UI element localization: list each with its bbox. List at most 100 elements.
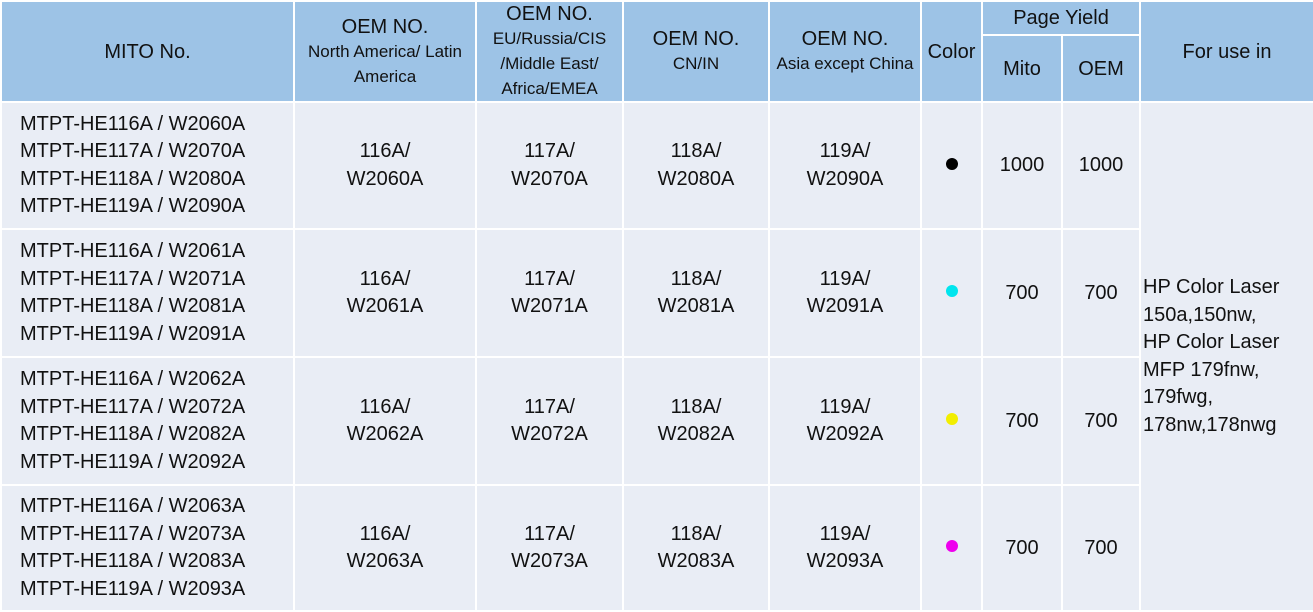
- header-oem-north-america: OEM NO. North America/ Latin America: [293, 0, 477, 103]
- mito-number: MTPT-HE118A / W2080A: [20, 167, 246, 190]
- color-dot-icon: [945, 157, 958, 170]
- oem-code: W2082A: [657, 423, 735, 445]
- header-oem-cn-in: OEM NO. CN/IN: [622, 0, 770, 103]
- color-cell: [920, 228, 983, 358]
- color-dot-icon: [945, 413, 958, 425]
- mito-number: MTPT-HE116A / W2061A: [20, 240, 246, 262]
- mito-number: MTPT-HE116A / W2063A: [20, 495, 246, 517]
- oem-code: W2063A: [346, 550, 424, 572]
- oem-code: 116A/: [359, 140, 411, 162]
- mito-number: MTPT-HE119A / W2092A: [20, 450, 246, 473]
- yield-oem-cell: 1000: [1060, 101, 1142, 230]
- header-yield-oem: OEM: [1060, 34, 1142, 103]
- header-page-yield: Page Yield: [980, 0, 1142, 36]
- mito-number-cell: MTPT-HE116A / W2062A MTPT-HE117A / W2072…: [0, 356, 295, 486]
- oem-na-cell: 116A/ W2062A: [293, 356, 477, 486]
- oem-code: 117A/: [524, 267, 575, 290]
- oem-cn-cell: 118A/ W2082A: [622, 356, 770, 486]
- table-row: MTPT-HE116A / W2061A MTPT-HE117A / W2071…: [0, 228, 1313, 358]
- oem-asia-cell: 119A/ W2092A: [768, 356, 922, 486]
- mito-number: MTPT-HE118A / W2081A: [20, 295, 246, 317]
- header-oem-asia: OEM NO. Asia except China: [768, 0, 922, 103]
- oem-code: 118A/: [670, 522, 722, 545]
- oem-code: W2073A: [511, 550, 588, 572]
- oem-code: W2083A: [657, 550, 735, 572]
- for-use-line: 178nw,178nwg: [1143, 413, 1277, 436]
- oem-code: 117A/: [524, 522, 575, 545]
- header-oem-title: OEM NO.: [652, 28, 740, 50]
- mito-number-cell: MTPT-HE116A / W2063A MTPT-HE117A / W2073…: [0, 484, 295, 612]
- mito-number: MTPT-HE118A / W2082A: [20, 423, 246, 445]
- header-oem-title: OEM NO.: [801, 28, 889, 50]
- mito-number: MTPT-HE117A / W2071A: [20, 267, 246, 290]
- color-dot-icon: [945, 540, 958, 552]
- oem-eu-cell: 117A/ W2071A: [475, 228, 624, 358]
- for-use-line: HP Color Laser: [1143, 276, 1280, 298]
- oem-asia-cell: 119A/ W2090A: [768, 101, 922, 230]
- mito-number: MTPT-HE119A / W2091A: [20, 322, 246, 345]
- oem-code: W2072A: [511, 423, 588, 445]
- header-yield-mito: Mito: [981, 34, 1063, 103]
- header-oem-region: North America/ Latin America: [307, 41, 462, 86]
- yield-oem-cell: 700: [1060, 228, 1142, 358]
- oem-asia-cell: 119A/ W2091A: [768, 228, 922, 358]
- for-use-line: HP Color Laser: [1143, 331, 1280, 353]
- for-use-line: MFP 179fnw,: [1143, 358, 1260, 381]
- color-cell: [920, 356, 983, 486]
- mito-number-cell: MTPT-HE116A / W2061A MTPT-HE117A / W2071…: [0, 228, 295, 358]
- header-oem-region: CN/IN: [672, 54, 720, 73]
- oem-code: 119A/: [819, 267, 871, 290]
- oem-code: 119A/: [819, 140, 871, 162]
- header-oem-region: Asia except China: [776, 54, 914, 73]
- oem-eu-cell: 117A/ W2073A: [475, 484, 624, 612]
- yield-mito-cell: 1000: [981, 101, 1063, 230]
- for-use-line: 150a,150nw,: [1143, 303, 1257, 326]
- oem-code: W2091A: [806, 295, 884, 317]
- oem-eu-cell: 117A/ W2070A: [475, 101, 624, 230]
- mito-number: MTPT-HE119A / W2090A: [20, 195, 246, 217]
- mito-number-cell: MTPT-HE116A / W2060A MTPT-HE117A / W2070…: [0, 101, 295, 230]
- oem-code: W2071A: [511, 295, 588, 317]
- header-oem-title: OEM NO.: [341, 15, 429, 38]
- color-dot-icon: [945, 285, 958, 297]
- oem-code: W2093A: [806, 550, 884, 572]
- table-row: MTPT-HE116A / W2063A MTPT-HE117A / W2073…: [0, 484, 1313, 612]
- oem-code: W2061A: [346, 295, 424, 317]
- oem-code: W2060A: [346, 167, 424, 190]
- header-oem-eu: OEM NO. EU/Russia/CIS /Middle East/ Afri…: [475, 0, 624, 103]
- oem-cn-cell: 118A/ W2083A: [622, 484, 770, 612]
- oem-code: 119A/: [819, 395, 871, 418]
- for-use-in-cell: HP Color Laser 150a,150nw, HP Color Lase…: [1139, 101, 1313, 612]
- oem-code: 116A/: [359, 522, 411, 545]
- oem-code: W2081A: [657, 295, 735, 317]
- oem-code: W2080A: [657, 167, 735, 190]
- yield-oem-cell: 700: [1060, 484, 1142, 612]
- oem-na-cell: 116A/ W2063A: [293, 484, 477, 612]
- table-row: MTPT-HE116A / W2060A MTPT-HE117A / W2070…: [0, 101, 1313, 612]
- mito-number: MTPT-HE117A / W2072A: [20, 395, 246, 418]
- oem-code: W2062A: [346, 423, 424, 445]
- oem-code: W2092A: [806, 423, 884, 445]
- oem-code: 118A/: [670, 267, 722, 290]
- yield-mito-cell: 700: [981, 356, 1063, 486]
- yield-mito-cell: 700: [981, 228, 1063, 358]
- mito-number: MTPT-HE116A / W2062A: [20, 368, 246, 390]
- color-cell: [920, 484, 983, 612]
- color-cell: [920, 101, 983, 230]
- oem-cn-cell: 118A/ W2081A: [622, 228, 770, 358]
- mito-number: MTPT-HE117A / W2070A: [20, 140, 246, 162]
- oem-code: 116A/: [359, 267, 411, 290]
- oem-code: 116A/: [359, 395, 411, 418]
- header-oem-title: OEM NO.: [506, 3, 593, 25]
- oem-code: 118A/: [670, 395, 722, 418]
- table-row: MTPT-HE116A / W2062A MTPT-HE117A / W2072…: [0, 356, 1313, 486]
- mito-number: MTPT-HE118A / W2083A: [20, 550, 246, 572]
- for-use-line: 179fwg,: [1143, 386, 1214, 408]
- oem-code: 118A/: [670, 140, 722, 162]
- mito-number: MTPT-HE119A / W2093A: [20, 577, 246, 600]
- oem-code: 117A/: [524, 140, 575, 162]
- header-oem-region: EU/Russia/CIS /Middle East/ Africa/EMEA: [492, 29, 607, 98]
- oem-eu-cell: 117A/ W2072A: [475, 356, 624, 486]
- oem-na-cell: 116A/ W2060A: [293, 101, 477, 230]
